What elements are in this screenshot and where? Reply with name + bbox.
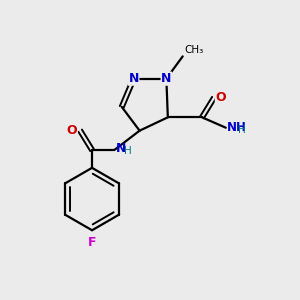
Text: N: N (161, 72, 172, 85)
Text: CH₃: CH₃ (184, 45, 203, 55)
Text: O: O (215, 92, 226, 104)
Text: H: H (124, 146, 132, 156)
Text: N: N (116, 142, 126, 155)
Text: F: F (88, 236, 96, 249)
Text: N: N (128, 72, 139, 85)
Text: H: H (238, 125, 245, 135)
Text: O: O (67, 124, 77, 137)
Text: NH: NH (227, 121, 247, 134)
